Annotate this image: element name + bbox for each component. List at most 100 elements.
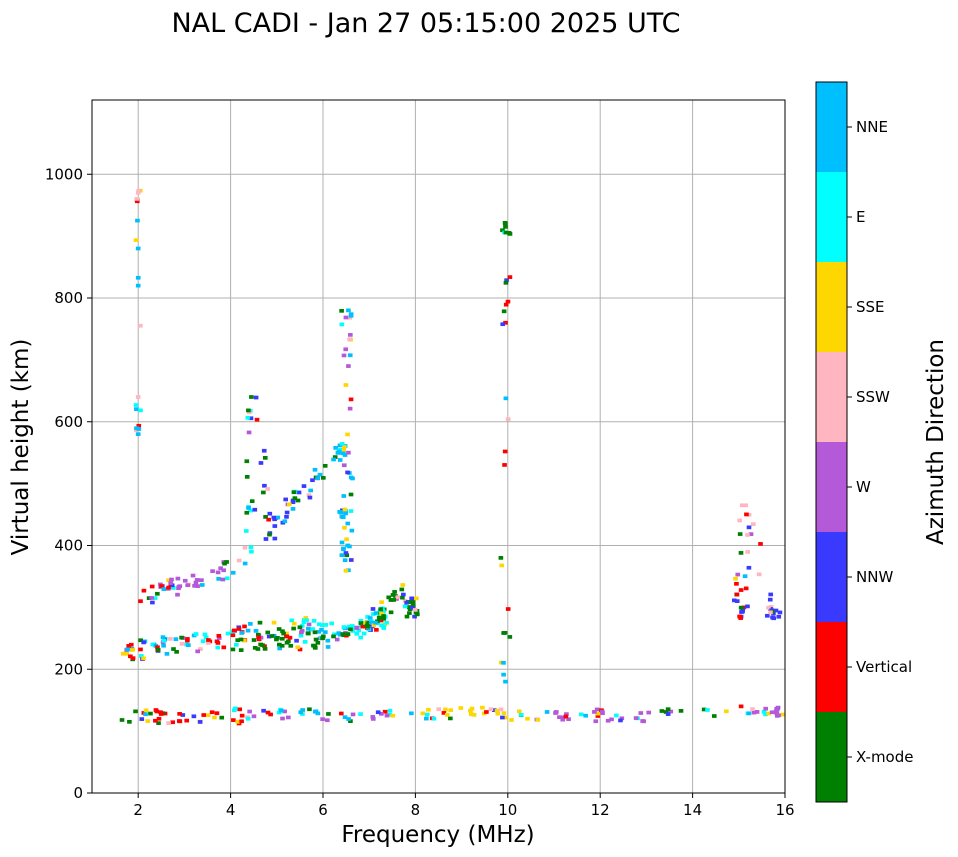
echo-point bbox=[331, 634, 336, 639]
echo-point bbox=[292, 496, 298, 501]
echo-point bbox=[297, 625, 303, 630]
echo-point bbox=[297, 647, 303, 652]
echo-point bbox=[135, 190, 141, 195]
echo-point bbox=[291, 490, 297, 495]
echo-point bbox=[361, 631, 367, 636]
echo-point bbox=[138, 323, 143, 328]
echo-point bbox=[768, 592, 774, 597]
echo-point bbox=[261, 448, 267, 453]
echo-point bbox=[236, 627, 242, 631]
echo-point bbox=[190, 573, 196, 578]
colorbar-segment bbox=[816, 532, 847, 622]
echo-point bbox=[564, 712, 569, 716]
echo-point bbox=[315, 711, 321, 716]
echo-point bbox=[274, 637, 279, 642]
echo-point bbox=[315, 476, 320, 481]
echo-point bbox=[614, 713, 619, 718]
echo-point bbox=[382, 709, 388, 714]
echo-point bbox=[777, 610, 783, 615]
plot-area bbox=[92, 100, 785, 793]
echo-point bbox=[560, 717, 565, 722]
series-high-echoes-near-2-mhz bbox=[133, 188, 143, 436]
echo-point bbox=[206, 638, 211, 642]
echo-point bbox=[338, 510, 344, 515]
echo-point bbox=[370, 717, 376, 721]
echo-point bbox=[517, 709, 522, 714]
colorbar-segment bbox=[816, 172, 847, 262]
echo-point bbox=[255, 632, 261, 637]
echo-point bbox=[595, 714, 601, 718]
y-axis-ticks: 0 200 400 600 800 1000 bbox=[45, 165, 92, 802]
echo-point bbox=[738, 551, 744, 555]
echo-point bbox=[400, 583, 406, 587]
echo-point bbox=[345, 521, 351, 526]
echo-point bbox=[410, 599, 416, 604]
echo-point bbox=[153, 718, 158, 723]
echo-point bbox=[127, 719, 132, 724]
echo-point bbox=[348, 627, 353, 632]
echo-point bbox=[260, 643, 265, 647]
echo-point bbox=[197, 720, 203, 724]
echo-point bbox=[341, 494, 347, 498]
echo-point bbox=[195, 584, 200, 588]
series-f-layer-x-trace bbox=[230, 583, 420, 652]
echo-point bbox=[346, 308, 351, 313]
echo-point bbox=[310, 627, 316, 631]
echo-point bbox=[268, 712, 273, 717]
echo-point bbox=[135, 395, 141, 399]
echo-point bbox=[409, 596, 414, 601]
echo-point bbox=[404, 600, 409, 605]
echo-point bbox=[484, 710, 489, 714]
echo-point bbox=[119, 718, 125, 722]
echo-point bbox=[771, 611, 776, 616]
echo-point bbox=[593, 719, 599, 724]
echo-point bbox=[739, 503, 745, 508]
echo-point bbox=[379, 711, 384, 716]
echo-point bbox=[354, 631, 360, 636]
echo-point bbox=[342, 558, 348, 563]
echo-point bbox=[135, 246, 141, 251]
echo-point bbox=[505, 417, 511, 422]
echo-point bbox=[129, 648, 135, 652]
echo-point bbox=[290, 498, 296, 503]
colorbar-frame bbox=[815, 81, 848, 803]
echo-point bbox=[150, 642, 156, 647]
echo-point bbox=[339, 553, 345, 558]
echo-point bbox=[279, 636, 285, 641]
echo-point bbox=[312, 630, 318, 635]
echo-point bbox=[209, 710, 215, 715]
echo-point bbox=[179, 641, 185, 646]
echo-point bbox=[776, 614, 782, 619]
echo-point bbox=[345, 470, 350, 475]
echo-point bbox=[256, 635, 261, 640]
echo-point bbox=[742, 574, 748, 579]
echo-point bbox=[305, 626, 311, 631]
echo-point bbox=[746, 525, 752, 530]
echo-point bbox=[758, 542, 763, 546]
echo-point bbox=[502, 449, 508, 454]
echo-point bbox=[711, 714, 717, 718]
echo-point bbox=[276, 710, 282, 715]
echo-point bbox=[134, 199, 140, 204]
echo-point bbox=[738, 605, 744, 610]
echo-point bbox=[365, 615, 370, 619]
echo-point bbox=[233, 642, 239, 647]
echo-point bbox=[263, 537, 269, 541]
echo-point bbox=[238, 637, 244, 642]
echo-point bbox=[155, 645, 160, 650]
echo-point bbox=[738, 704, 744, 709]
echo-point bbox=[134, 428, 139, 433]
echo-point bbox=[136, 189, 142, 193]
echo-point bbox=[145, 719, 151, 723]
echo-point bbox=[282, 519, 288, 524]
echo-point bbox=[413, 610, 419, 615]
echo-point bbox=[198, 647, 203, 651]
echo-point bbox=[166, 721, 171, 725]
echo-point bbox=[164, 651, 170, 656]
echo-point bbox=[741, 605, 747, 610]
echo-point bbox=[271, 620, 277, 625]
echo-point bbox=[311, 619, 317, 623]
echo-point bbox=[248, 622, 253, 626]
colorbar-segment bbox=[816, 442, 847, 532]
echo-point bbox=[160, 635, 166, 640]
